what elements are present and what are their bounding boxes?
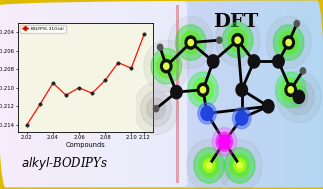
Circle shape [144, 40, 189, 92]
Circle shape [161, 60, 172, 73]
Circle shape [171, 85, 182, 99]
Circle shape [164, 63, 169, 69]
Circle shape [134, 83, 179, 135]
Text: DFT: DFT [213, 13, 258, 31]
Circle shape [156, 54, 176, 78]
Circle shape [200, 87, 206, 93]
Text: $\mathit{alkyl}$-BODIPYs: $\mathit{alkyl}$-BODIPYs [21, 155, 108, 172]
Circle shape [217, 37, 222, 43]
Circle shape [228, 29, 247, 51]
Circle shape [266, 16, 311, 68]
Circle shape [278, 31, 299, 54]
Circle shape [273, 25, 304, 60]
Circle shape [276, 72, 306, 108]
Circle shape [273, 55, 284, 68]
Circle shape [286, 40, 291, 46]
Circle shape [217, 139, 262, 189]
Circle shape [147, 98, 165, 119]
Circle shape [227, 28, 248, 52]
Circle shape [187, 139, 232, 189]
Circle shape [182, 32, 200, 53]
Circle shape [194, 148, 224, 183]
Circle shape [222, 22, 253, 58]
Circle shape [283, 36, 294, 49]
Circle shape [231, 155, 249, 176]
Circle shape [185, 36, 196, 49]
Circle shape [207, 55, 219, 68]
Circle shape [235, 111, 248, 125]
Circle shape [219, 135, 230, 148]
Circle shape [293, 90, 305, 104]
Circle shape [199, 153, 219, 177]
Circle shape [294, 21, 299, 27]
Circle shape [232, 33, 243, 47]
Circle shape [161, 60, 172, 73]
Circle shape [197, 83, 209, 96]
Circle shape [200, 155, 218, 176]
X-axis label: Compounds: Compounds [66, 142, 106, 148]
Circle shape [188, 40, 193, 46]
Circle shape [233, 108, 251, 129]
Circle shape [151, 48, 182, 84]
FancyBboxPatch shape [176, 5, 179, 183]
Circle shape [216, 132, 233, 151]
FancyBboxPatch shape [0, 1, 187, 187]
Circle shape [285, 83, 297, 96]
Circle shape [151, 48, 182, 84]
Circle shape [194, 148, 224, 183]
Circle shape [197, 83, 209, 96]
Legend: B3LYP/6-31G(d): B3LYP/6-31G(d) [20, 25, 66, 33]
Circle shape [234, 159, 245, 172]
Circle shape [141, 91, 172, 126]
Circle shape [235, 37, 240, 43]
Circle shape [198, 103, 216, 124]
Circle shape [279, 32, 298, 53]
Circle shape [290, 86, 308, 108]
Circle shape [212, 128, 237, 156]
Circle shape [236, 83, 247, 96]
Circle shape [188, 72, 218, 108]
Circle shape [288, 87, 293, 93]
Circle shape [203, 159, 215, 172]
Circle shape [248, 55, 260, 68]
Circle shape [206, 162, 212, 168]
Circle shape [168, 16, 213, 68]
Circle shape [157, 56, 175, 77]
Circle shape [193, 78, 213, 101]
Circle shape [224, 148, 255, 183]
Circle shape [300, 68, 306, 74]
Circle shape [185, 36, 196, 49]
Circle shape [153, 106, 159, 112]
Circle shape [237, 162, 242, 168]
Circle shape [181, 31, 201, 54]
Circle shape [276, 71, 321, 123]
Circle shape [175, 25, 206, 60]
Circle shape [263, 100, 274, 113]
Circle shape [175, 25, 206, 60]
Circle shape [215, 14, 260, 66]
Circle shape [158, 44, 163, 50]
Circle shape [222, 22, 253, 58]
Circle shape [283, 36, 294, 49]
Circle shape [280, 78, 301, 101]
Circle shape [285, 83, 297, 96]
Circle shape [284, 79, 314, 115]
Circle shape [232, 33, 243, 47]
Circle shape [230, 153, 250, 177]
Circle shape [224, 148, 255, 183]
Circle shape [273, 25, 304, 60]
Circle shape [201, 106, 213, 121]
